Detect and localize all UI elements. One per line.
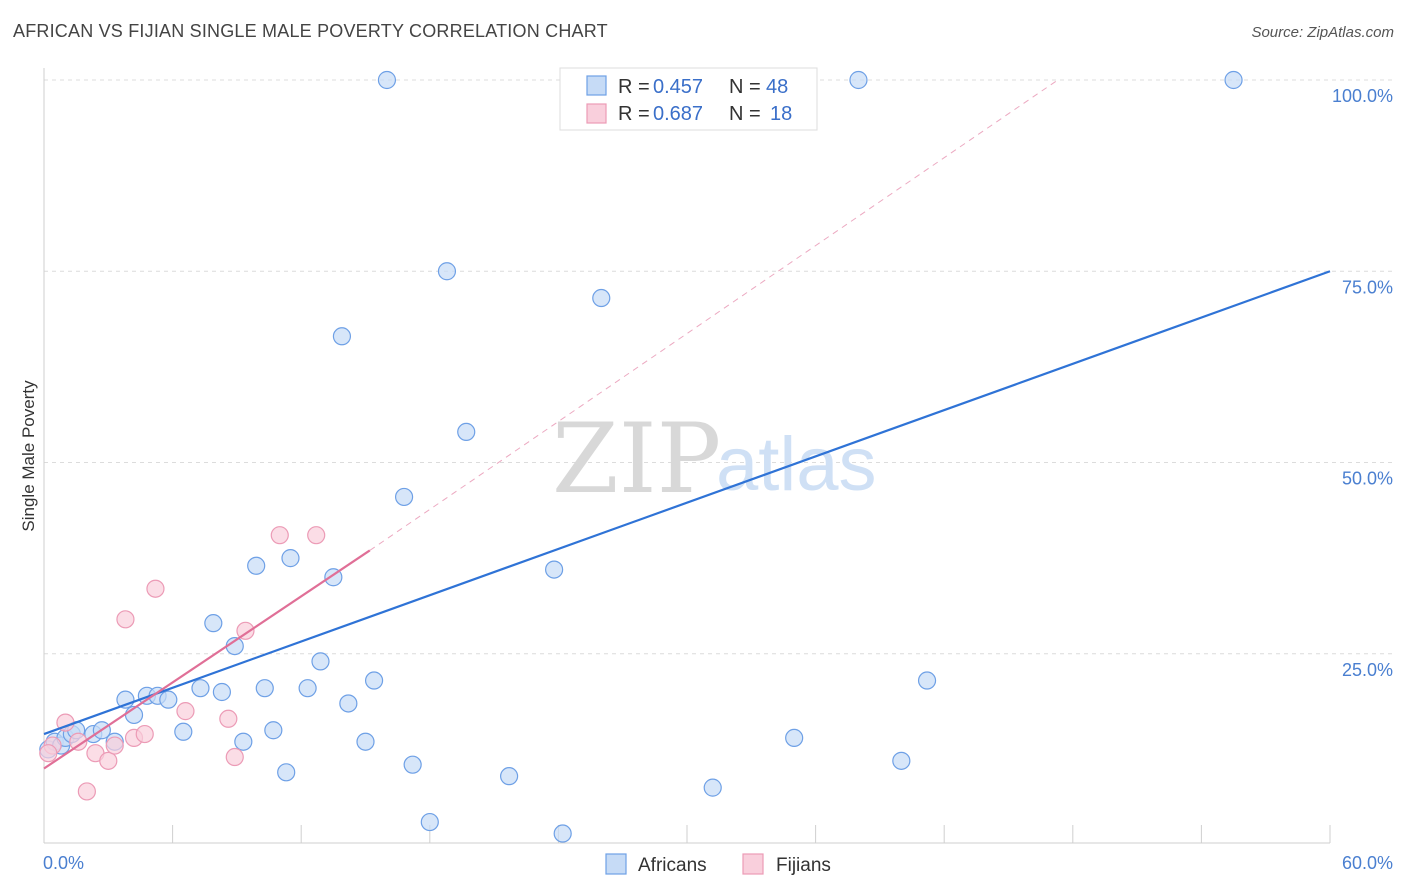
point-fijians-3 <box>77 782 96 801</box>
point-africans-13 <box>159 690 178 709</box>
point-africans-19 <box>234 732 253 751</box>
point-africans-41 <box>592 288 611 308</box>
series-legend-swatch-africans <box>605 853 627 875</box>
point-africans-21 <box>255 679 274 698</box>
legend: R = 0.457 N = 48 R = 0.687 N = 18 <box>559 67 818 131</box>
series-legend-fijians: Fijians <box>776 855 831 876</box>
legend-swatch-fijians <box>586 103 607 124</box>
point-africans-34 <box>403 755 422 774</box>
data-points <box>39 70 1243 843</box>
point-africans-42 <box>703 778 722 797</box>
trend-lines <box>43 79 1331 770</box>
point-fijians-9 <box>135 724 154 744</box>
y-tick-label-100: 100.0% <box>1332 86 1393 106</box>
point-africans-25 <box>298 679 317 698</box>
legend-r-label-africans: R = <box>618 76 650 98</box>
x-tick-labels: 0.0% 60.0% <box>43 853 1393 873</box>
point-fijians-13 <box>225 747 244 767</box>
gridlines <box>44 79 1394 655</box>
point-fijians-6 <box>105 736 124 755</box>
point-africans-16 <box>204 614 223 633</box>
y-axis-title: Single Male Poverty <box>19 380 38 532</box>
y-tick-label-25: 25.0% <box>1342 660 1393 680</box>
point-fijians-17 <box>39 744 58 763</box>
point-africans-20 <box>247 556 266 575</box>
point-fijians-12 <box>219 709 238 728</box>
legend-n-label-africans: N = <box>729 76 761 98</box>
watermark: ZIP atlas <box>552 403 877 515</box>
legend-r-value-africans: 0.457 <box>653 76 703 98</box>
point-africans-43 <box>785 728 804 748</box>
legend-n-value-africans: 48 <box>766 76 788 98</box>
point-africans-36 <box>437 262 457 281</box>
point-africans-29 <box>339 694 358 713</box>
point-africans-14 <box>174 722 193 741</box>
point-fijians-5 <box>99 751 118 770</box>
point-africans-37 <box>457 422 476 441</box>
trend-line-fijians <box>43 549 371 770</box>
legend-n-value-fijians: 18 <box>770 103 792 125</box>
legend-swatch-africans <box>586 75 607 96</box>
point-africans-23 <box>277 763 296 782</box>
point-africans-40 <box>553 824 572 843</box>
y-tick-label-50: 50.0% <box>1342 469 1393 489</box>
point-africans-32 <box>377 70 397 90</box>
watermark-zip: ZIP <box>552 403 721 515</box>
trend-extension-fijians <box>369 79 1059 551</box>
point-africans-33 <box>394 487 414 507</box>
point-africans-24 <box>281 549 300 568</box>
series-legend: Africans Fijians <box>605 853 831 876</box>
legend-n-label-fijians: N = <box>729 103 761 125</box>
y-tick-label-75: 75.0% <box>1342 277 1393 297</box>
x-tick-label-max: 60.0% <box>1342 853 1393 873</box>
point-africans-22 <box>264 721 283 740</box>
legend-r-label-fijians: R = <box>618 103 650 125</box>
legend-r-value-fijians: 0.687 <box>653 103 703 125</box>
source-label: Source: ZipAtlas.com <box>1251 24 1394 41</box>
point-africans-31 <box>364 671 384 690</box>
point-africans-15 <box>191 679 210 698</box>
trend-line-africans <box>43 270 1331 736</box>
point-africans-46 <box>917 671 937 690</box>
x-tick-label-min: 0.0% <box>43 853 84 873</box>
point-africans-45 <box>892 751 911 770</box>
point-africans-38 <box>500 767 519 786</box>
point-fijians-10 <box>146 579 165 598</box>
point-fijians-2 <box>69 732 88 751</box>
point-africans-39 <box>545 560 564 579</box>
chart-title: AFRICAN VS FIJIAN SINGLE MALE POVERTY CO… <box>13 21 608 41</box>
point-africans-47 <box>1224 70 1243 90</box>
point-africans-26 <box>311 652 330 671</box>
series-legend-swatch-fijians <box>742 853 764 875</box>
point-africans-17 <box>212 682 231 702</box>
point-africans-44 <box>849 70 868 90</box>
axes <box>43 68 1331 844</box>
y-tick-labels: 25.0% 50.0% 75.0% 100.0% <box>1332 86 1393 680</box>
point-africans-30 <box>356 732 375 751</box>
point-fijians-11 <box>176 702 195 721</box>
point-africans-28 <box>332 327 352 346</box>
point-fijians-16 <box>307 526 326 545</box>
series-legend-africans: Africans <box>638 855 707 876</box>
point-fijians-7 <box>116 610 135 629</box>
point-fijians-15 <box>270 526 289 545</box>
point-fijians-14 <box>236 621 255 640</box>
point-africans-35 <box>420 812 439 832</box>
